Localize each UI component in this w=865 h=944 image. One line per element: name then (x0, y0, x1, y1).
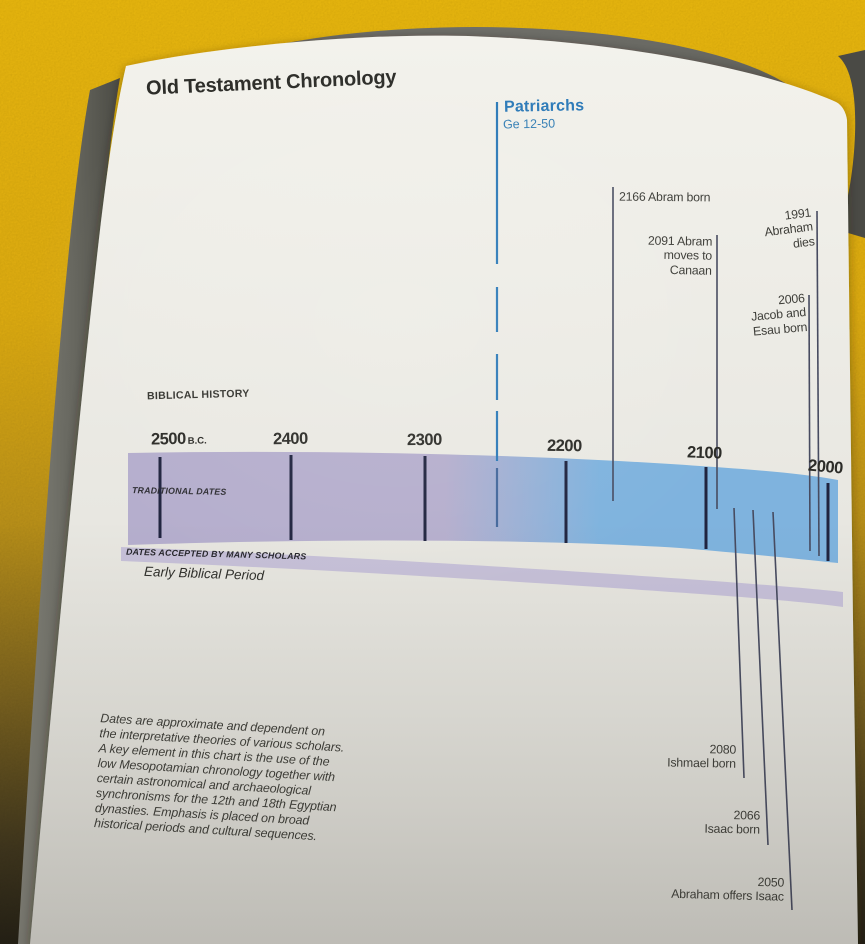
timeline-strip-scholars-dates (121, 547, 843, 607)
event-text-line: 2066 (733, 808, 761, 823)
event-text-line: 2166 Abram born (618, 189, 711, 205)
event-label-2091-abram-moves-to-canaan: 2091 Abram moves to Canaan (632, 233, 713, 278)
strip-tag-scholars-dates: DATES ACCEPTED BY MANY SCHOLARS (125, 546, 307, 562)
event-text-line: Isaac born (704, 821, 760, 837)
period-label-early-biblical: Early Biblical Period (143, 563, 265, 584)
section-reference: Ge 12-50 (502, 116, 556, 132)
leader-2050-abraham-offers-isaac (772, 511, 793, 911)
axis-tick-label-2200: 2200 (546, 436, 582, 456)
footnote: Dates are approximate and dependent on t… (94, 711, 369, 847)
leader-2006-jacob-esau (808, 294, 811, 552)
row-label-biblical-history: BIBLICAL HISTORY (146, 387, 250, 403)
leader-2066-isaac-born (752, 509, 769, 846)
event-text-line: moves to (663, 248, 713, 263)
event-text-line: Abraham offers Isaac (670, 887, 784, 904)
section-heading-patriarchs: Patriarchs (503, 97, 585, 116)
tick-suffix-bc: B.C. (187, 435, 207, 447)
event-leader-lines (612, 187, 820, 911)
event-text-line: 2080 (709, 742, 737, 757)
event-label-2050-abraham-offers-isaac: 2050 Abraham offers Isaac (654, 872, 784, 904)
timeline-bar-traditional-dates (128, 451, 838, 563)
leader-2080-ishmael-born (733, 507, 745, 779)
axis-tick-label-2000: 2000 (807, 456, 844, 478)
event-label-2066-isaac-born: 2066 Isaac born (690, 807, 760, 837)
page-title: Old Testament Chronology (145, 66, 397, 100)
event-label-2006-jacob-and-esau-born: 2006 Jacob and Esau born (734, 291, 808, 340)
bar-tag-traditional-dates: TRADITIONAL DATES (131, 485, 227, 497)
event-label-2166-abram-born: 2166 Abram born (619, 190, 710, 205)
event-text-line: Ishmael born (667, 755, 736, 771)
event-text-line: Canaan (669, 262, 712, 278)
leader-1991-abraham-dies (816, 210, 820, 557)
event-text-line: 2091 Abram (647, 233, 713, 249)
axis-tick-label-2500: 2500 B.C. (151, 430, 207, 450)
event-label-1991-abraham-dies: 1991 Abraham dies (751, 206, 816, 256)
axis-tick-label-2100: 2100 (686, 443, 723, 463)
axis-tick-label-2300: 2300 (406, 430, 442, 450)
book-cover-right-tab (838, 50, 865, 238)
event-label-2080-ishmael-born: 2080 Ishmael born (656, 741, 736, 771)
tick-year-2500: 2500 (150, 429, 186, 449)
axis-tick-label-2400: 2400 (272, 429, 308, 449)
axis-ticks (158, 455, 830, 561)
